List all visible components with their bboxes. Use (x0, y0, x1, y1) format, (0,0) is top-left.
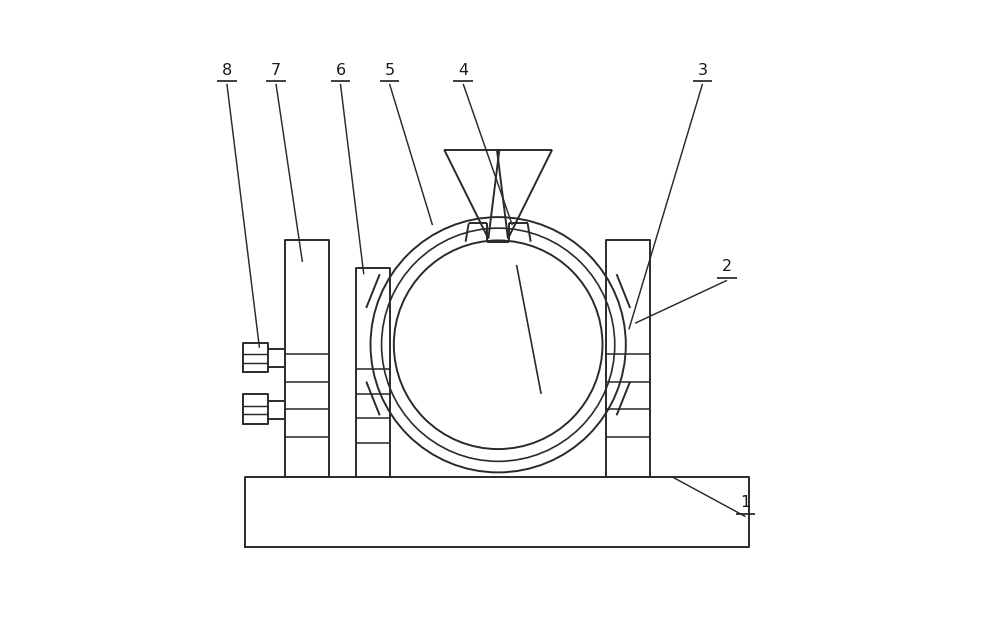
Text: 5: 5 (384, 63, 395, 78)
Text: 4: 4 (458, 63, 468, 78)
Text: 7: 7 (271, 63, 281, 78)
Text: 3: 3 (698, 63, 708, 78)
Text: 1: 1 (740, 496, 751, 511)
Text: 2: 2 (722, 259, 732, 274)
Text: 6: 6 (335, 63, 346, 78)
Text: 8: 8 (222, 63, 232, 78)
